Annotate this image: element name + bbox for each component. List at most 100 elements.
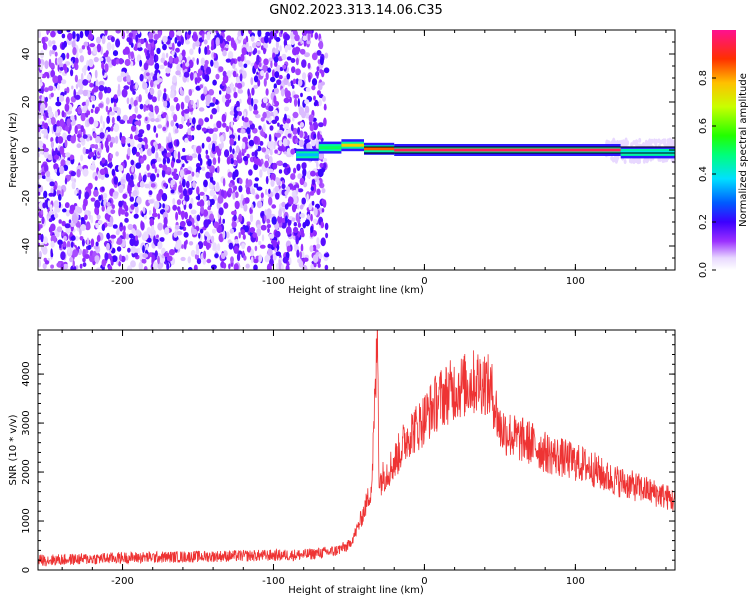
noise-speckle xyxy=(211,228,217,234)
x-tick-label: 0 xyxy=(421,576,427,587)
noise-speckle xyxy=(122,230,126,237)
noise-speckle xyxy=(231,210,237,216)
noise-speckle xyxy=(68,219,72,224)
noise-speckle xyxy=(58,201,62,209)
noise-speckle xyxy=(158,163,163,168)
noise-speckle xyxy=(255,194,260,200)
noise-speckle xyxy=(128,32,133,38)
noise-speckle xyxy=(278,208,282,218)
noise-speckle xyxy=(626,140,630,146)
noise-speckle xyxy=(128,233,134,239)
noise-speckle xyxy=(286,44,292,51)
noise-speckle xyxy=(201,166,206,171)
noise-speckle xyxy=(119,222,123,228)
noise-speckle xyxy=(254,114,261,119)
noise-speckle xyxy=(670,141,674,147)
noise-speckle xyxy=(124,211,129,217)
noise-speckle xyxy=(141,258,145,264)
noise-speckle xyxy=(287,133,292,138)
noise-speckle xyxy=(62,208,67,213)
noise-speckle xyxy=(203,195,207,202)
noise-speckle xyxy=(325,232,329,239)
noise-speckle xyxy=(112,224,118,229)
noise-speckle xyxy=(132,190,138,197)
noise-speckle xyxy=(306,30,313,34)
noise-speckle xyxy=(95,222,99,229)
noise-speckle xyxy=(322,157,328,162)
noise-speckle xyxy=(210,198,215,206)
noise-speckle xyxy=(277,215,283,224)
noise-speckle xyxy=(243,203,248,212)
noise-speckle xyxy=(174,224,180,230)
noise-speckle xyxy=(173,96,179,103)
noise-speckle xyxy=(87,65,91,71)
noise-speckle xyxy=(211,39,215,48)
noise-speckle xyxy=(138,137,143,143)
noise-speckle xyxy=(263,58,269,66)
noise-speckle xyxy=(279,45,282,52)
noise-speckle xyxy=(196,258,202,265)
noise-speckle xyxy=(151,163,156,169)
noise-speckle xyxy=(65,226,71,234)
noise-speckle xyxy=(131,165,135,173)
noise-speckle xyxy=(647,140,651,145)
noise-speckle xyxy=(216,105,220,113)
noise-speckle xyxy=(275,30,279,34)
noise-speckle xyxy=(278,74,283,80)
noise-speckle xyxy=(206,136,212,143)
noise-speckle xyxy=(198,107,205,112)
noise-speckle xyxy=(243,155,248,162)
noise-speckle xyxy=(269,125,274,131)
noise-speckle xyxy=(65,152,71,158)
noise-speckle xyxy=(293,94,300,99)
noise-speckle xyxy=(50,264,54,269)
noise-speckle xyxy=(67,32,73,41)
noise-speckle xyxy=(240,194,244,201)
noise-speckle xyxy=(274,230,281,238)
noise-speckle xyxy=(49,49,52,57)
x-tick-label: -100 xyxy=(262,576,285,587)
noise-speckle xyxy=(222,177,226,187)
noise-speckle xyxy=(301,59,307,68)
noise-speckle xyxy=(281,217,286,223)
noise-speckle xyxy=(258,62,262,68)
noise-speckle xyxy=(210,59,214,67)
noise-speckle xyxy=(50,248,53,257)
snr-x-label: Height of straight line (km) xyxy=(288,585,424,596)
noise-speckle xyxy=(262,111,267,119)
noise-speckle xyxy=(216,243,221,252)
noise-speckle xyxy=(74,57,79,65)
noise-speckle xyxy=(253,84,259,89)
noise-speckle xyxy=(178,184,183,193)
noise-speckle xyxy=(297,188,304,193)
noise-speckle xyxy=(157,124,163,129)
noise-speckle xyxy=(151,254,156,262)
noise-speckle xyxy=(50,69,56,78)
noise-speckle xyxy=(230,82,234,91)
noise-speckle xyxy=(196,201,202,206)
noise-speckle xyxy=(146,148,153,157)
noise-speckle xyxy=(256,54,260,62)
noise-speckle xyxy=(124,58,131,67)
noise-speckle xyxy=(239,178,243,185)
noise-speckle xyxy=(43,87,49,93)
noise-speckle xyxy=(60,251,66,261)
noise-speckle xyxy=(321,188,326,194)
noise-speckle xyxy=(69,256,74,263)
noise-speckle xyxy=(71,181,76,190)
noise-speckle xyxy=(232,148,235,155)
noise-speckle xyxy=(187,256,192,264)
noise-speckle xyxy=(165,67,172,74)
noise-speckle xyxy=(70,171,76,177)
noise-speckle xyxy=(120,135,126,144)
noise-speckle xyxy=(41,73,47,79)
noise-speckle xyxy=(189,72,194,81)
noise-speckle xyxy=(211,235,215,243)
noise-speckle xyxy=(232,192,236,200)
noise-speckle xyxy=(50,117,56,126)
noise-speckle xyxy=(277,146,284,152)
noise-speckle xyxy=(166,152,172,158)
noise-speckle xyxy=(124,46,130,55)
noise-speckle xyxy=(124,217,129,223)
noise-speckle xyxy=(162,203,165,209)
